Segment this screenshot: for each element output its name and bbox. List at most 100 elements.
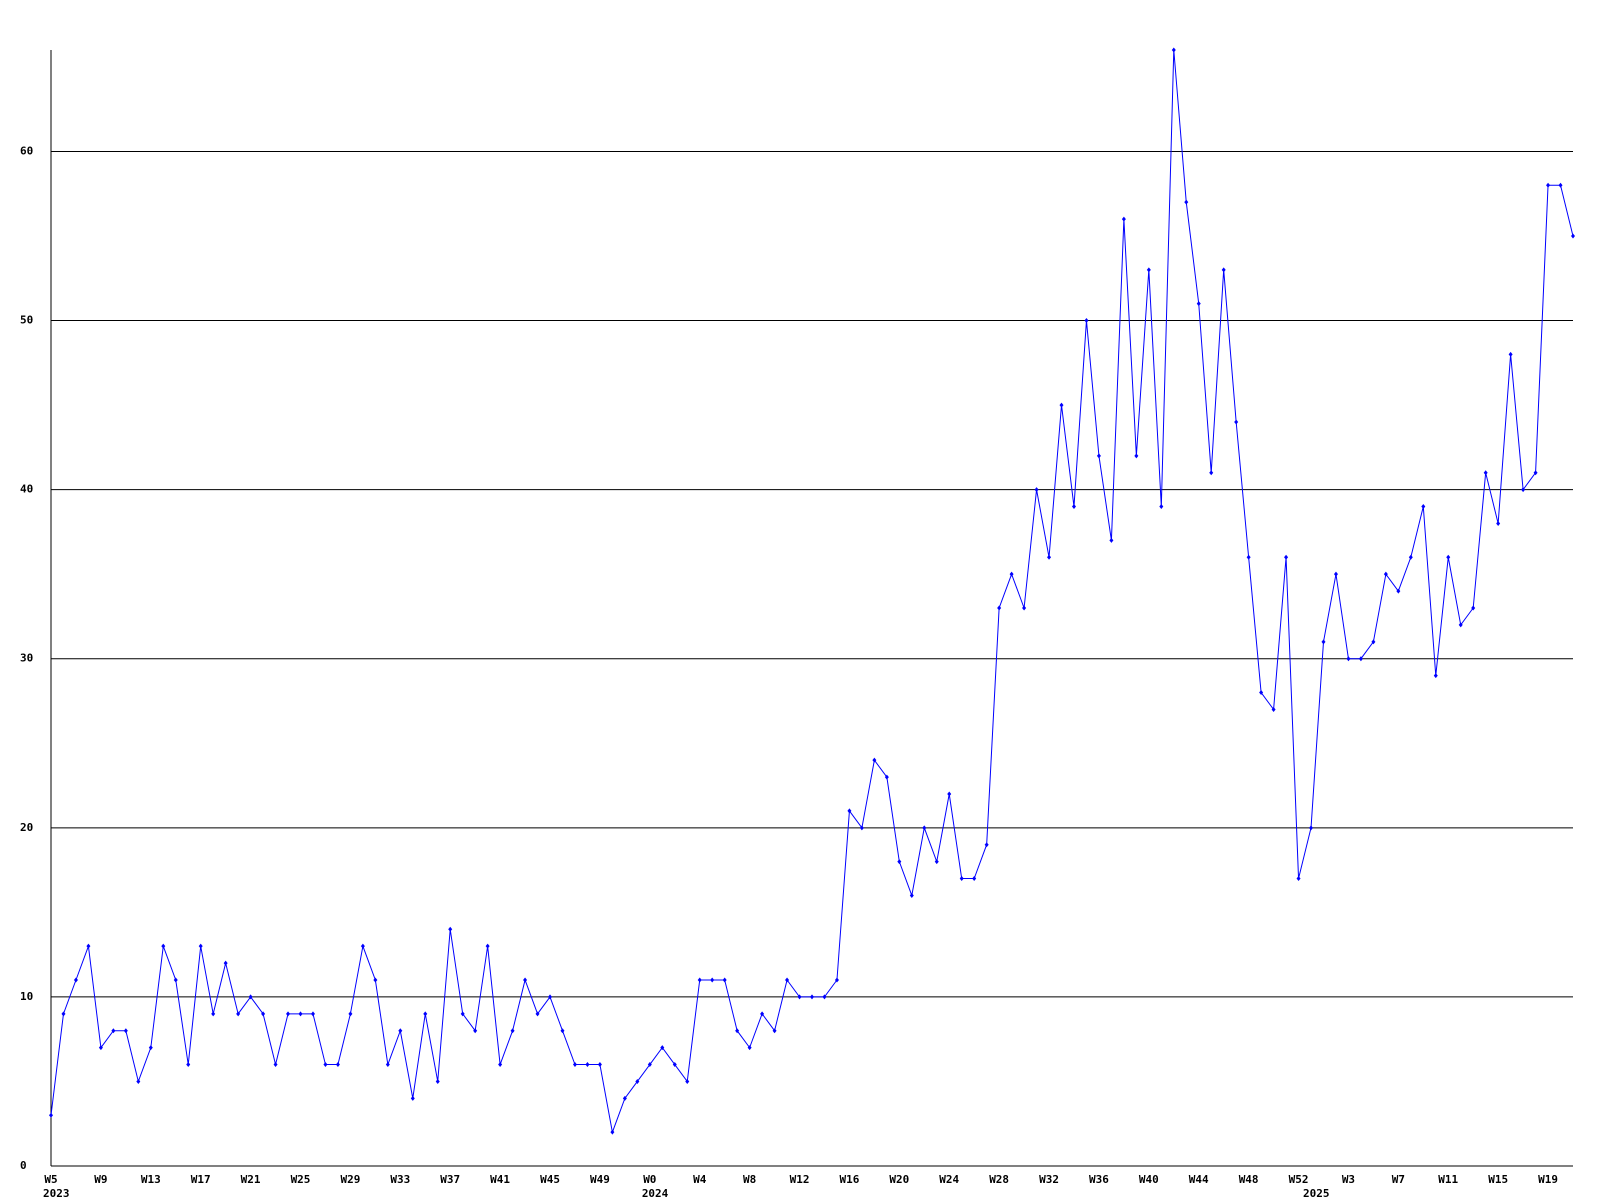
data-point bbox=[1096, 453, 1101, 459]
data-point bbox=[1009, 571, 1014, 577]
data-point bbox=[423, 1011, 428, 1017]
data-point bbox=[1496, 520, 1501, 526]
data-point bbox=[622, 1095, 627, 1101]
data-point bbox=[348, 1011, 353, 1017]
data-point bbox=[1533, 470, 1538, 476]
x-tick-label: W49 bbox=[590, 1173, 610, 1186]
data-point bbox=[498, 1062, 503, 1068]
x-tick-label: W19 bbox=[1538, 1173, 1558, 1186]
data-point bbox=[1358, 656, 1363, 662]
data-point bbox=[1184, 199, 1189, 205]
data-point bbox=[710, 977, 715, 983]
data-point bbox=[1333, 571, 1338, 577]
x-tick-label: W48 bbox=[1239, 1173, 1259, 1186]
data-point bbox=[1321, 639, 1326, 645]
data-point bbox=[173, 977, 178, 983]
data-point bbox=[560, 1028, 565, 1034]
x-tick-label: W36 bbox=[1089, 1173, 1109, 1186]
data-point bbox=[947, 791, 952, 797]
data-point bbox=[872, 757, 877, 763]
data-point bbox=[1408, 554, 1413, 560]
data-point bbox=[485, 943, 490, 949]
data-point bbox=[1508, 351, 1513, 357]
data-point bbox=[448, 926, 453, 932]
data-point bbox=[722, 977, 727, 983]
x-tick-label: W9 bbox=[94, 1173, 107, 1186]
data-point bbox=[1271, 706, 1276, 712]
data-point bbox=[1421, 504, 1426, 510]
x-tick-label: W37 bbox=[440, 1173, 460, 1186]
data-point bbox=[1346, 656, 1351, 662]
data-point bbox=[772, 1028, 777, 1034]
data-point bbox=[959, 876, 964, 882]
data-point bbox=[1034, 487, 1039, 493]
data-point bbox=[211, 1011, 216, 1017]
x-tick-label: W7 bbox=[1392, 1173, 1405, 1186]
data-point bbox=[1433, 673, 1438, 679]
data-point bbox=[1146, 267, 1151, 273]
data-point bbox=[585, 1062, 590, 1068]
x-tick-label: W0 bbox=[643, 1173, 656, 1186]
data-point bbox=[236, 1011, 241, 1017]
data-point bbox=[859, 825, 864, 831]
x-tick-label: W4 bbox=[693, 1173, 707, 1186]
data-point bbox=[398, 1028, 403, 1034]
data-point bbox=[1059, 402, 1064, 408]
data-point bbox=[1383, 571, 1388, 577]
data-point bbox=[647, 1062, 652, 1068]
x-tick-label: W44 bbox=[1189, 1173, 1209, 1186]
data-point bbox=[1396, 588, 1401, 594]
data-point bbox=[1521, 487, 1526, 493]
data-point bbox=[1234, 419, 1239, 425]
data-point bbox=[523, 977, 528, 983]
data-point bbox=[161, 943, 166, 949]
data-point bbox=[1546, 182, 1551, 188]
x-group-label: 2024 bbox=[642, 1187, 669, 1200]
data-point bbox=[1209, 470, 1214, 476]
y-tick-label: 40 bbox=[20, 483, 33, 496]
data-point bbox=[760, 1011, 765, 1017]
data-point bbox=[685, 1078, 690, 1084]
data-point bbox=[49, 1112, 53, 1118]
data-point bbox=[248, 994, 253, 1000]
data-point bbox=[473, 1028, 478, 1034]
data-point bbox=[1296, 876, 1301, 882]
data-point bbox=[261, 1011, 266, 1017]
data-point bbox=[460, 1011, 465, 1017]
data-point bbox=[186, 1062, 191, 1068]
data-point bbox=[1134, 453, 1139, 459]
data-point bbox=[1558, 182, 1563, 188]
data-point bbox=[1121, 216, 1126, 222]
data-point bbox=[934, 859, 939, 865]
data-point bbox=[1084, 318, 1089, 324]
x-tick-label: W12 bbox=[790, 1173, 810, 1186]
x-tick-label: W41 bbox=[490, 1173, 510, 1186]
data-point bbox=[810, 994, 814, 1000]
x-group-label: 2025 bbox=[1303, 1187, 1330, 1200]
data-point bbox=[111, 1028, 116, 1034]
data-point bbox=[822, 994, 827, 1000]
data-point bbox=[984, 842, 989, 848]
x-tick-label: W33 bbox=[390, 1173, 410, 1186]
data-point bbox=[884, 774, 889, 780]
x-tick-label: W25 bbox=[291, 1173, 311, 1186]
x-tick-label: W52 bbox=[1289, 1173, 1309, 1186]
data-point bbox=[785, 977, 790, 983]
data-point bbox=[997, 605, 1002, 611]
x-tick-label: W11 bbox=[1438, 1173, 1458, 1186]
data-point bbox=[535, 1011, 540, 1017]
data-point bbox=[572, 1062, 577, 1068]
data-point bbox=[1371, 639, 1376, 645]
data-point bbox=[1571, 233, 1575, 239]
data-point bbox=[1171, 47, 1176, 53]
x-tick-label: W20 bbox=[889, 1173, 909, 1186]
x-tick-label: W21 bbox=[241, 1173, 261, 1186]
x-tick-label: W32 bbox=[1039, 1173, 1059, 1186]
y-tick-label: 60 bbox=[20, 144, 33, 157]
data-point bbox=[697, 977, 702, 983]
x-tick-label: W3 bbox=[1342, 1173, 1355, 1186]
data-point bbox=[909, 892, 914, 898]
data-point bbox=[1196, 301, 1201, 307]
x-tick-label: W45 bbox=[540, 1173, 560, 1186]
